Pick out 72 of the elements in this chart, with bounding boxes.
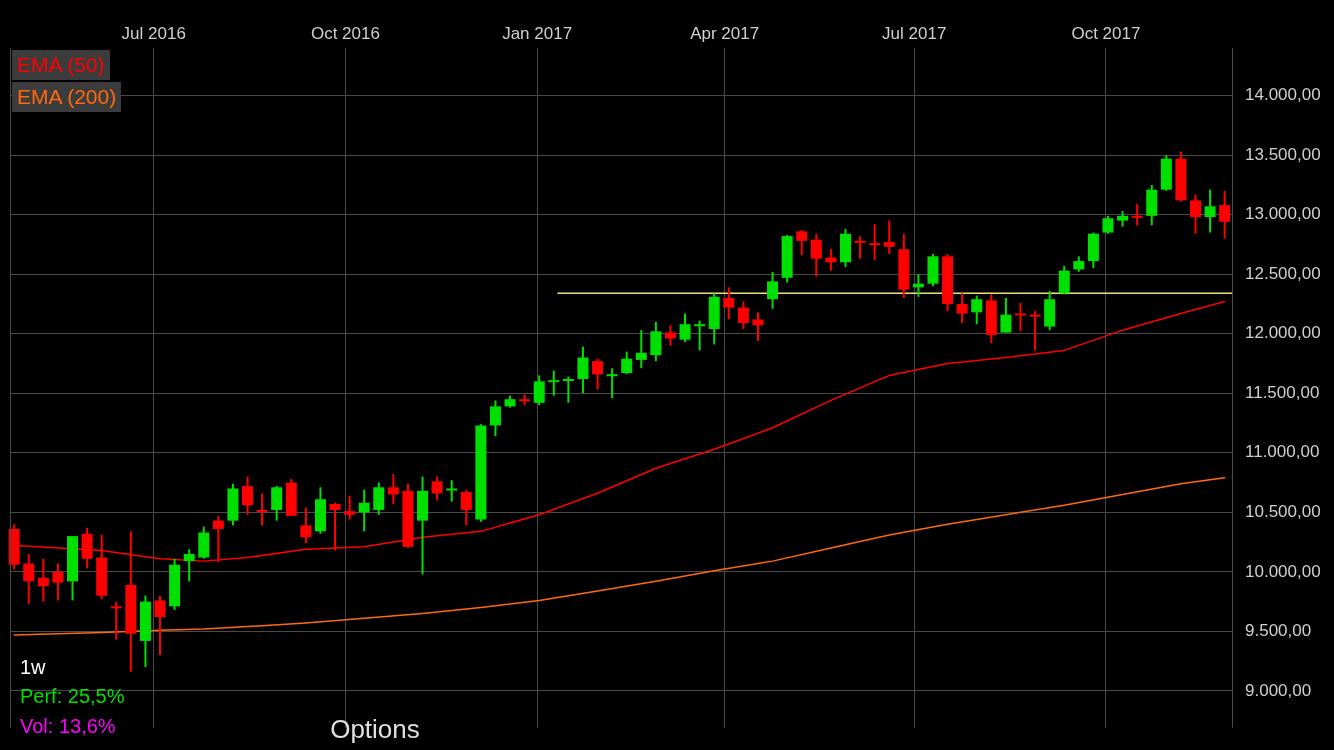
candlestick <box>373 481 385 516</box>
candlestick <box>810 232 822 278</box>
candlestick <box>300 506 312 545</box>
y-tick-label: 13.500,00 <box>1245 144 1321 164</box>
candlestick <box>183 548 195 583</box>
candlestick <box>679 312 691 344</box>
candlestick <box>767 270 779 310</box>
y-tick-label: 9.000,00 <box>1245 680 1312 700</box>
candlestick <box>154 594 166 657</box>
candlestick <box>23 552 35 605</box>
candlestick <box>621 350 633 376</box>
candlestick <box>723 286 735 321</box>
x-tick-label: Apr 2017 <box>690 24 760 44</box>
candlestick <box>854 235 866 260</box>
y-tick-label: 10.000,00 <box>1245 561 1321 581</box>
candlestick <box>1058 264 1070 296</box>
candlestick <box>37 557 49 603</box>
candlestick <box>52 562 64 602</box>
y-tick-label: 12.500,00 <box>1245 263 1321 283</box>
candlestick <box>562 375 574 404</box>
candlestick <box>752 311 764 342</box>
annotation: Vol: 13,6% <box>20 715 116 738</box>
y-tick-label: 14.000,00 <box>1245 85 1321 105</box>
candlestick <box>592 357 604 391</box>
x-tick-label: Oct 2017 <box>1071 24 1141 44</box>
candlestick <box>971 294 983 326</box>
annotation: Perf: 25,5% <box>20 685 125 708</box>
candlestick <box>489 399 501 438</box>
y-tick-label: 9.500,00 <box>1245 621 1312 641</box>
candlestick <box>1131 202 1143 227</box>
candlestick <box>358 488 370 533</box>
y-tick-label: 13.000,00 <box>1245 204 1321 224</box>
candlestick <box>956 292 968 325</box>
candlestick <box>869 223 881 261</box>
candlestick <box>242 475 254 516</box>
candlestick <box>460 488 472 527</box>
candlestick <box>1029 310 1041 352</box>
candlestick <box>1000 297 1012 334</box>
candlestick <box>606 367 618 400</box>
candlestick <box>796 229 808 257</box>
text: EMA (50) <box>12 50 110 80</box>
y-tick-label: 10.500,00 <box>1245 502 1321 521</box>
x-tick-label: Jan 2017 <box>502 24 573 44</box>
candlestick <box>533 374 545 407</box>
candlestick <box>344 494 356 521</box>
x-tick-label: Jul 2017 <box>882 24 947 44</box>
x-tick-label: Oct 2016 <box>310 24 380 44</box>
candlestick <box>577 345 589 395</box>
x-tick-label: Jul 2016 <box>121 24 186 44</box>
candlestick <box>110 600 122 641</box>
candlestick <box>256 492 268 527</box>
candlestick <box>1219 189 1231 240</box>
y-tick-label: 12.000,00 <box>1245 323 1321 343</box>
y-tick-label: 11.500,00 <box>1245 382 1320 402</box>
candlestick <box>431 475 443 502</box>
candlestick <box>329 501 341 552</box>
y-tick-label: 11.000,00 <box>1245 442 1320 462</box>
candlestick <box>883 219 895 255</box>
candlestick <box>1190 193 1201 235</box>
candlestick <box>446 479 458 503</box>
candlestick <box>548 369 560 397</box>
candlestick <box>1014 301 1026 333</box>
candlestick <box>635 329 647 370</box>
candlestick <box>737 300 749 330</box>
candlestick <box>271 485 283 522</box>
text: EMA (200) <box>12 82 122 112</box>
annotation: 1w <box>20 656 46 679</box>
candlestick <box>1204 188 1216 234</box>
annotation: Options <box>329 713 421 745</box>
candlestick <box>694 319 706 352</box>
candlestick <box>650 320 662 363</box>
candlestick <box>387 473 399 505</box>
